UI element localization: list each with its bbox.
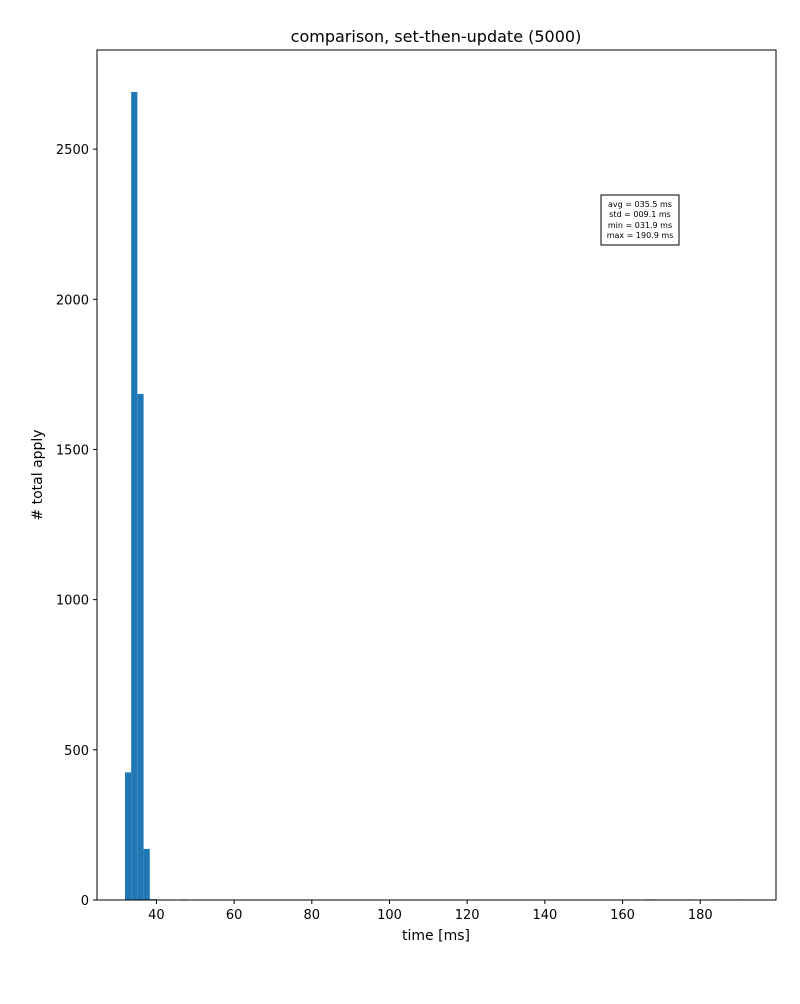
y-tick-label-1000: 1000: [56, 594, 89, 609]
histogram-bar-0: [124, 772, 132, 900]
y-tick-label-2000: 2000: [56, 293, 89, 308]
stats-box: avg = 035.5 ms std = 009.1 ms min = 031.…: [600, 194, 680, 246]
y-tick-label-2500: 2500: [56, 143, 89, 158]
stats-std: std = 009.1 ms: [609, 210, 671, 219]
x-tick-label-120: 120: [455, 908, 480, 923]
histogram-bar-1: [131, 92, 138, 901]
y-axis-label: # total apply: [30, 429, 46, 520]
x-tick-label-140: 140: [532, 908, 557, 923]
x-tick-label-40: 40: [148, 908, 165, 923]
y-axis: 0 500 1000 1500 2000 2500: [56, 143, 97, 909]
stats-avg: avg = 035.5 ms: [608, 200, 672, 209]
histogram-bar-2: [137, 393, 144, 900]
y-tick-label-1500: 1500: [56, 443, 89, 458]
histogram-bar-3: [143, 848, 150, 900]
x-tick-label-160: 160: [610, 908, 635, 923]
x-tick-label-60: 60: [226, 908, 243, 923]
x-axis: 40 60 80 100 120 140 160 180: [148, 900, 713, 923]
stats-min: min = 031.9 ms: [608, 221, 672, 230]
plot-frame: [96, 49, 777, 901]
x-axis-label: time [ms]: [402, 928, 470, 944]
y-tick-label-500: 500: [64, 744, 89, 759]
stats-max: max = 190.9 ms: [607, 231, 674, 240]
x-tick-label-180: 180: [688, 908, 713, 923]
stats-box-frame: [600, 194, 680, 246]
x-tick-label-100: 100: [377, 908, 402, 923]
y-tick-label-0: 0: [81, 894, 89, 909]
x-tick-label-80: 80: [304, 908, 321, 923]
chart-title: comparison, set-then-update (5000): [291, 27, 582, 46]
